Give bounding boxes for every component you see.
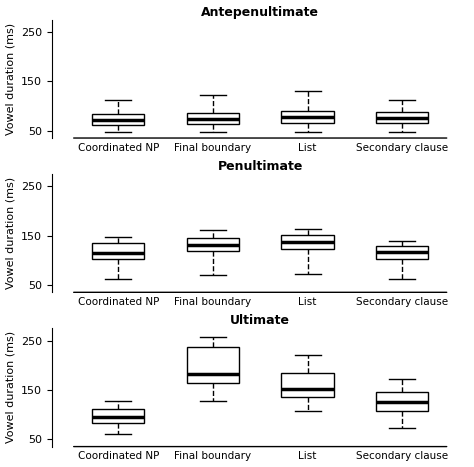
PathPatch shape	[376, 247, 428, 259]
Title: Ultimate: Ultimate	[230, 314, 290, 327]
PathPatch shape	[187, 113, 239, 124]
Y-axis label: Vowel duration (ms): Vowel duration (ms)	[6, 177, 16, 289]
PathPatch shape	[376, 113, 428, 123]
PathPatch shape	[282, 373, 334, 397]
Y-axis label: Vowel duration (ms): Vowel duration (ms)	[6, 23, 16, 135]
PathPatch shape	[92, 114, 144, 125]
PathPatch shape	[282, 111, 334, 123]
PathPatch shape	[282, 234, 334, 249]
PathPatch shape	[92, 243, 144, 259]
Title: Penultimate: Penultimate	[218, 160, 303, 173]
Y-axis label: Vowel duration (ms): Vowel duration (ms)	[6, 332, 16, 444]
PathPatch shape	[187, 238, 239, 251]
PathPatch shape	[92, 409, 144, 423]
PathPatch shape	[376, 392, 428, 410]
Title: Antepenultimate: Antepenultimate	[201, 6, 319, 19]
PathPatch shape	[187, 347, 239, 383]
